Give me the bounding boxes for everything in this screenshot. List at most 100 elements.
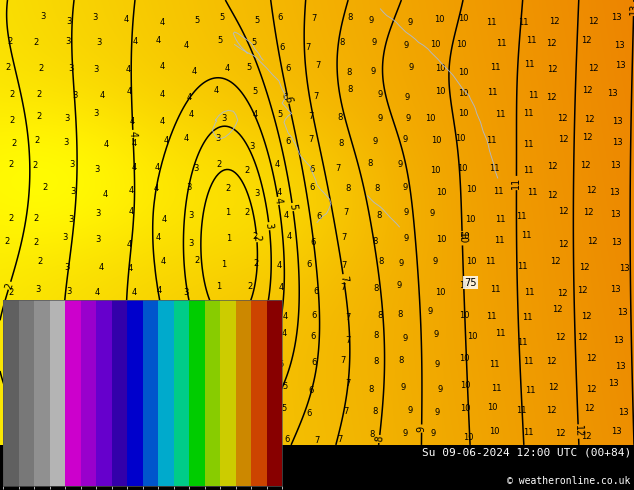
Text: 4: 4: [187, 410, 192, 418]
Text: 10: 10: [488, 403, 498, 412]
Text: 3: 3: [189, 211, 194, 220]
Text: 4: 4: [98, 263, 104, 271]
Text: 3: 3: [72, 91, 77, 100]
Text: 3: 3: [216, 134, 221, 144]
Text: 7: 7: [314, 436, 320, 445]
Text: 5: 5: [251, 432, 256, 441]
Text: 11: 11: [525, 386, 536, 395]
Text: 3: 3: [70, 306, 75, 315]
Text: 5: 5: [287, 203, 298, 211]
Text: 11: 11: [526, 36, 536, 45]
Text: 4: 4: [157, 309, 162, 318]
Text: 3: 3: [254, 313, 259, 322]
Text: 3: 3: [66, 287, 72, 296]
Text: 4: 4: [164, 136, 169, 145]
Text: 11: 11: [524, 166, 534, 175]
Text: 11: 11: [493, 187, 503, 196]
Text: 11: 11: [523, 357, 534, 366]
Text: 3: 3: [184, 288, 189, 297]
Text: 4: 4: [161, 411, 166, 420]
Text: 11: 11: [517, 338, 527, 347]
Text: 5: 5: [277, 110, 283, 119]
Text: 3: 3: [226, 355, 231, 364]
Text: 4: 4: [224, 64, 230, 73]
Text: 11: 11: [491, 64, 501, 73]
Text: 4: 4: [154, 163, 160, 172]
Text: 4: 4: [162, 387, 167, 396]
Text: 7: 7: [316, 61, 321, 71]
Text: 12: 12: [587, 237, 597, 246]
Text: 11: 11: [495, 329, 505, 339]
Text: 4: 4: [249, 382, 254, 391]
Text: 11: 11: [516, 212, 526, 220]
Text: 3: 3: [36, 285, 41, 294]
Text: 3: 3: [68, 64, 73, 74]
Text: 13: 13: [619, 264, 630, 273]
Text: 12: 12: [579, 263, 589, 272]
Text: 2: 2: [39, 64, 44, 73]
Text: 9: 9: [407, 18, 413, 26]
Text: 4: 4: [155, 330, 160, 339]
Text: 4: 4: [103, 190, 108, 199]
Text: 3: 3: [249, 142, 254, 151]
Text: 8: 8: [347, 85, 353, 94]
Text: 13: 13: [613, 336, 624, 344]
Text: 8: 8: [368, 385, 373, 394]
Text: 6: 6: [309, 387, 314, 395]
Text: 12: 12: [546, 39, 556, 48]
Text: 13: 13: [612, 118, 623, 126]
Text: 11: 11: [486, 312, 496, 321]
Text: 12: 12: [586, 354, 597, 363]
Text: 10: 10: [458, 68, 469, 77]
Text: 12: 12: [552, 305, 562, 314]
Text: 5: 5: [281, 404, 287, 414]
Text: 5: 5: [194, 16, 199, 25]
Text: 7: 7: [337, 435, 342, 444]
Text: 11: 11: [489, 164, 500, 173]
Text: 9: 9: [433, 330, 439, 339]
Text: 5: 5: [249, 411, 254, 420]
Text: 11: 11: [516, 406, 527, 415]
Text: 12: 12: [573, 425, 583, 438]
Text: 10: 10: [460, 232, 470, 241]
Text: 4: 4: [287, 232, 292, 242]
Text: 3: 3: [70, 362, 75, 371]
Text: 10: 10: [489, 427, 500, 436]
Text: 8: 8: [340, 38, 345, 47]
Text: 75: 75: [464, 277, 477, 288]
Text: 2: 2: [32, 161, 37, 170]
Text: 11: 11: [485, 257, 496, 266]
Text: 3: 3: [35, 357, 40, 366]
Text: 9: 9: [398, 259, 403, 268]
Text: 8: 8: [376, 211, 382, 220]
Text: 9: 9: [429, 209, 434, 219]
Text: 13: 13: [609, 188, 620, 197]
Text: 7: 7: [340, 356, 346, 365]
Text: 7: 7: [344, 407, 349, 416]
Text: 4: 4: [101, 311, 106, 320]
Text: 4: 4: [129, 186, 134, 195]
Text: 4: 4: [132, 163, 137, 172]
Text: 5: 5: [251, 38, 256, 47]
Text: 8: 8: [337, 114, 342, 122]
Text: 4: 4: [124, 405, 129, 414]
Text: 6: 6: [306, 409, 312, 418]
Text: 12: 12: [559, 135, 569, 144]
Text: 9: 9: [378, 114, 383, 123]
Text: 9: 9: [408, 406, 413, 415]
Text: 4: 4: [131, 288, 137, 297]
Text: 6: 6: [285, 64, 291, 73]
Text: 4: 4: [124, 15, 129, 24]
Text: 9: 9: [398, 160, 403, 169]
Text: 10: 10: [436, 235, 447, 244]
Text: 4: 4: [252, 110, 257, 119]
Text: 2: 2: [8, 214, 13, 223]
Text: 7: 7: [341, 233, 347, 243]
Text: 2: 2: [247, 283, 252, 292]
Text: 12: 12: [578, 333, 588, 343]
Text: 1: 1: [225, 208, 230, 217]
Text: 4: 4: [127, 309, 133, 318]
Text: 3: 3: [191, 311, 197, 320]
Text: 5: 5: [253, 87, 258, 96]
Text: 3: 3: [93, 13, 98, 23]
